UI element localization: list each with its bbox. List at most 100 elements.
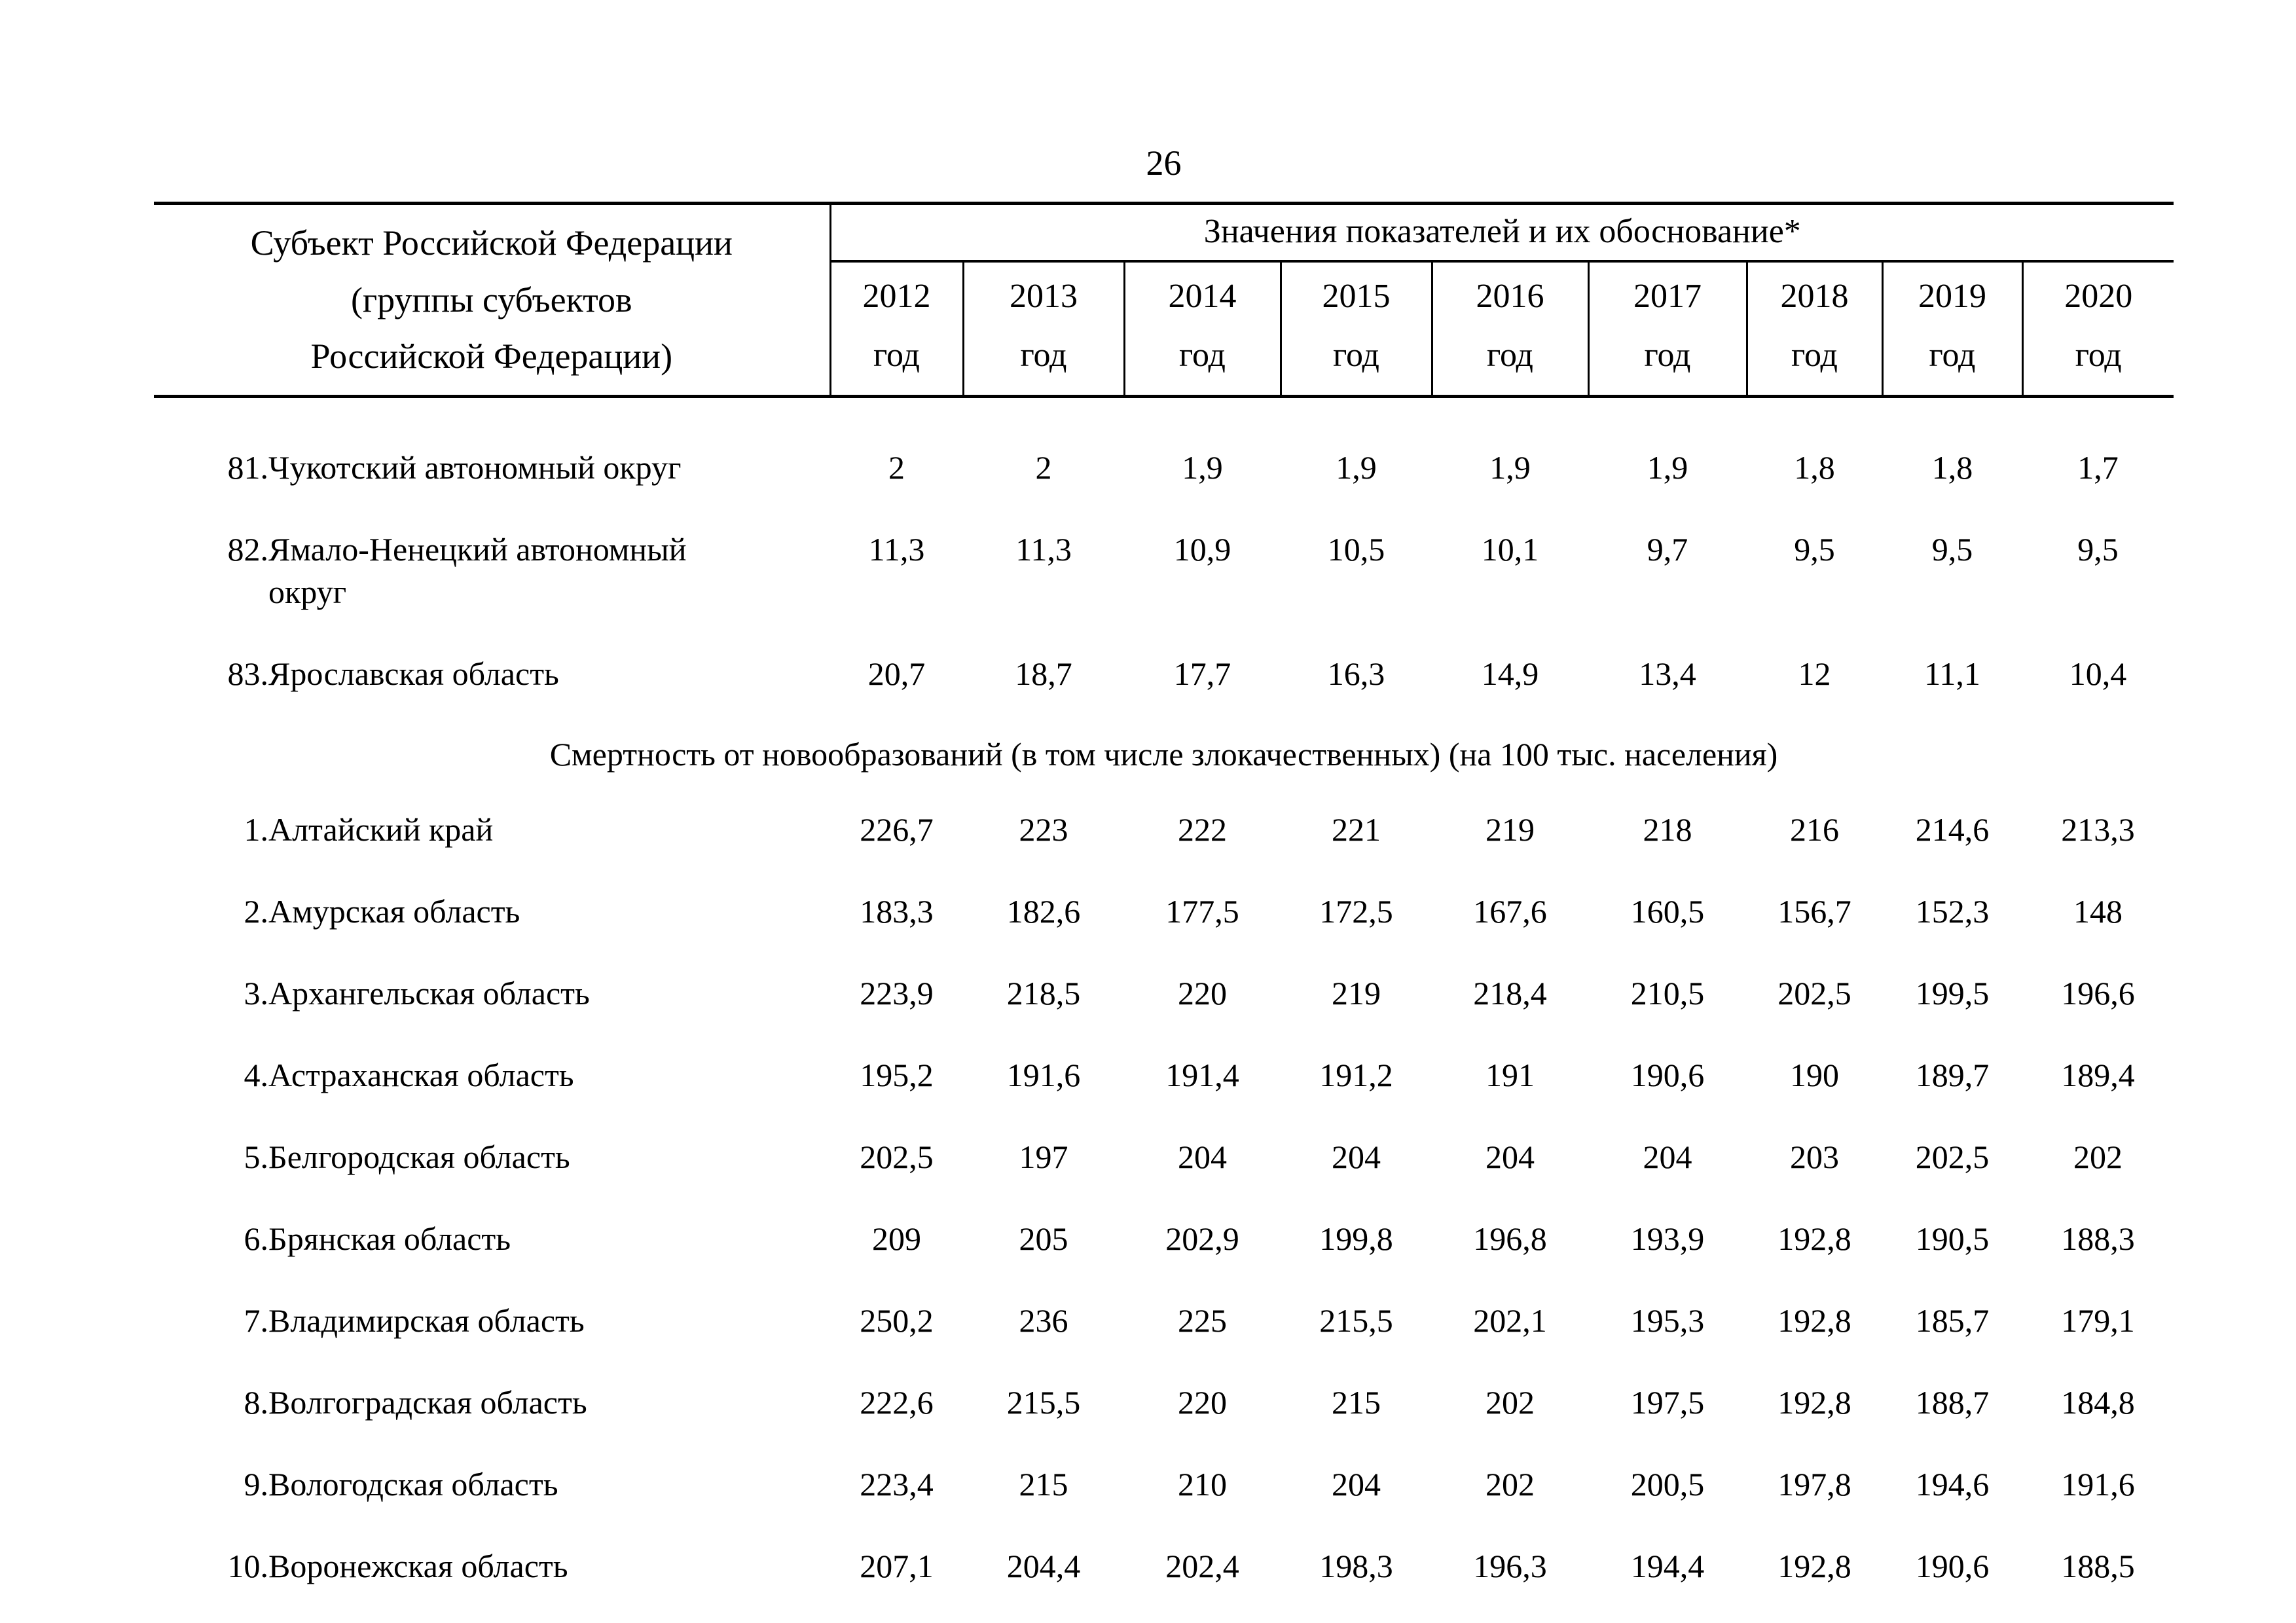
- region-name: Амурская область: [268, 893, 520, 930]
- section-header: Смертность от новообразований (в том чис…: [549, 736, 1778, 773]
- value-cell: 202,5: [860, 1139, 934, 1175]
- table-row: 7. Владимирская область 250,2 236 225 215,5 20…: [154, 1280, 2174, 1362]
- value-cell: 13,4: [1639, 655, 1696, 692]
- data-table: Субъект Российской Федерации (группы суб…: [154, 202, 2174, 1607]
- region-name: Ямало-Ненецкий автономный округ: [268, 531, 687, 610]
- value-cell: 192,8: [1777, 1548, 1851, 1584]
- value-cell: 194,6: [1915, 1466, 1990, 1503]
- table-row: 4. Астраханская область 195,2 191,6 191,4 191…: [154, 1034, 2174, 1116]
- value-cell: 1,9: [1489, 449, 1531, 486]
- table-row: 82. Ямало-Ненецкий автономный округ 11,3 11…: [154, 509, 2174, 633]
- value-cell: 148: [2073, 893, 2123, 930]
- year-column-header: 2012 год: [830, 261, 964, 398]
- year-unit: год: [1929, 337, 1976, 374]
- table-row: 81. Чукотский автономный округ 2 2 1,9 1,9 1,9…: [154, 397, 2174, 509]
- value-cell: 197,5: [1630, 1384, 1705, 1421]
- region-name: Брянская область: [268, 1220, 511, 1257]
- value-cell: 204: [1485, 1139, 1535, 1175]
- value-cell: 210: [1178, 1466, 1228, 1503]
- value-cell: 156,7: [1777, 893, 1851, 930]
- year-column-header: 2015 год: [1279, 261, 1432, 398]
- value-cell: 11,3: [1015, 531, 1072, 568]
- region-name: Воронежская область: [268, 1548, 568, 1584]
- year-column-header: 2013 год: [962, 261, 1125, 398]
- value-cell: 222,6: [860, 1384, 934, 1421]
- value-cell: 221: [1332, 811, 1381, 848]
- value-cell: 192,8: [1777, 1384, 1851, 1421]
- value-cell: 191: [1485, 1057, 1535, 1093]
- value-cell: 10,9: [1173, 531, 1231, 568]
- value-cell: 1,8: [1794, 449, 1835, 486]
- year-column-header: 2019 год: [1881, 261, 2023, 398]
- year-unit: год: [1179, 337, 1226, 374]
- value-cell: 193,9: [1630, 1220, 1705, 1257]
- value-cell: 202,1: [1473, 1302, 1547, 1339]
- value-cell: 9,5: [1931, 531, 1973, 568]
- value-cell: 1,9: [1647, 449, 1688, 486]
- value-cell: 10,5: [1327, 531, 1385, 568]
- value-cell: 192,8: [1777, 1220, 1851, 1257]
- value-cell: 192,8: [1777, 1302, 1851, 1339]
- row-number: 81.: [227, 449, 269, 486]
- value-cell: 191,2: [1319, 1057, 1393, 1093]
- table-row: 3. Архангельская область 223,9 218,5 220 219 2…: [154, 953, 2174, 1034]
- region-name: Астраханская область: [268, 1057, 574, 1093]
- value-cell: 152,3: [1915, 893, 1990, 930]
- value-cell: 220: [1178, 975, 1228, 1012]
- value-cell: 219: [1485, 811, 1535, 848]
- value-cell: 198,3: [1319, 1548, 1393, 1584]
- value-cell: 226,7: [860, 811, 934, 848]
- year-column-header: 2018 год: [1745, 261, 1883, 398]
- value-cell: 214,6: [1915, 811, 1990, 848]
- value-cell: 216: [1790, 811, 1840, 848]
- value-cell: 218,4: [1473, 975, 1547, 1012]
- year-value: 2013: [1010, 278, 1078, 315]
- row-number: 82.: [227, 531, 269, 568]
- values-header: Значения показателей и их обоснование*: [830, 203, 2174, 263]
- table-row: 5. Белгородская область 202,5 197 204 204 204 2…: [154, 1116, 2174, 1198]
- subject-header-line: (группы субъектов: [351, 280, 632, 319]
- value-cell: 191,4: [1165, 1057, 1239, 1093]
- region-name: Владимирская область: [268, 1302, 585, 1339]
- row-number: 3.: [244, 975, 269, 1012]
- value-cell: 202,9: [1165, 1220, 1239, 1257]
- value-cell: 10,1: [1481, 531, 1539, 568]
- table-row: 9. Вологодская область 223,4 215 210 204 202 20…: [154, 1444, 2174, 1525]
- table-row: 83. Ярославская область 20,7 18,7 17,7 16,3 14…: [154, 633, 2174, 715]
- year-value: 2012: [862, 278, 931, 315]
- year-unit: год: [873, 337, 920, 374]
- year-value: 2020: [2064, 278, 2133, 315]
- row-number: 9.: [244, 1466, 269, 1503]
- year-unit: год: [1644, 337, 1691, 374]
- value-cell: 190: [1790, 1057, 1840, 1093]
- value-cell: 18,7: [1015, 655, 1072, 692]
- year-value: 2017: [1633, 278, 1702, 315]
- value-cell: 9,5: [2077, 531, 2119, 568]
- value-cell: 196,8: [1473, 1220, 1547, 1257]
- year-column-header: 2016 год: [1430, 261, 1589, 398]
- row-number: 8.: [244, 1384, 269, 1421]
- value-cell: 191,6: [2061, 1466, 2135, 1503]
- value-cell: 215: [1019, 1466, 1068, 1503]
- value-cell: 172,5: [1319, 893, 1393, 930]
- value-cell: 1,8: [1931, 449, 1973, 486]
- value-cell: 250,2: [860, 1302, 934, 1339]
- value-cell: 190,5: [1915, 1220, 1990, 1257]
- value-cell: 189,4: [2061, 1057, 2135, 1093]
- value-cell: 202: [1485, 1384, 1535, 1421]
- table-row: 1. Алтайский край 226,7 223 222 221 219 218 216 2…: [154, 789, 2174, 871]
- value-cell: 204: [1178, 1139, 1228, 1175]
- value-cell: 196,6: [2061, 975, 2135, 1012]
- value-cell: 220: [1178, 1384, 1228, 1421]
- value-cell: 236: [1019, 1302, 1068, 1339]
- year-unit: год: [1487, 337, 1534, 374]
- value-cell: 16,3: [1327, 655, 1385, 692]
- value-cell: 197,8: [1777, 1466, 1851, 1503]
- row-number: 7.: [244, 1302, 269, 1339]
- region-name: Вологодская область: [268, 1466, 558, 1503]
- year-unit: год: [1791, 337, 1838, 374]
- year-unit: год: [1020, 337, 1067, 374]
- table-row: 6. Брянская область 209 205 202,9 199,8 196,8 1…: [154, 1198, 2174, 1280]
- value-cell: 188,7: [1915, 1384, 1990, 1421]
